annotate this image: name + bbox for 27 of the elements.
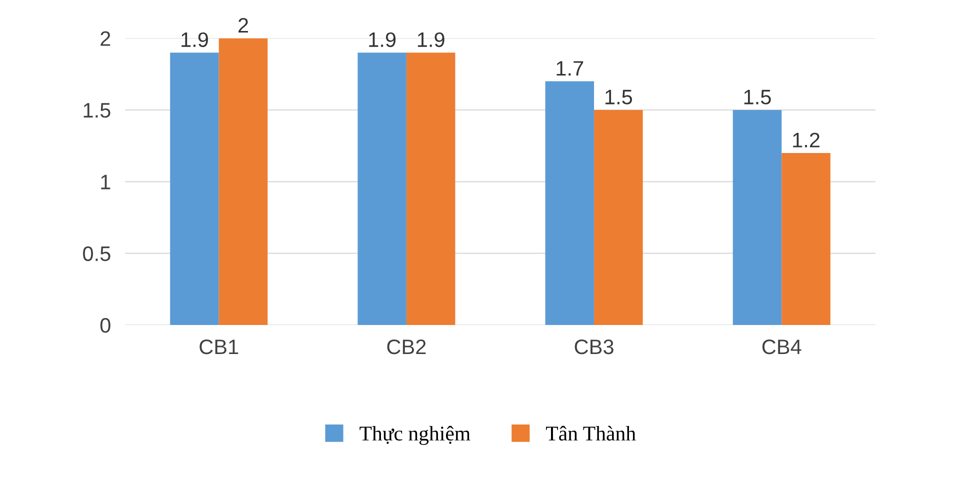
y-tick-label: 0 [100,318,110,333]
bar [358,52,406,326]
data-label: 1.9 [369,32,396,48]
data-label: 1.7 [556,61,584,76]
data-label: 2 [238,18,248,33]
bar [406,52,456,326]
data-label: 1.9 [182,32,208,48]
data-label: 1.9 [418,32,444,48]
data-label: 1.2 [793,132,820,148]
y-tick-label: 1 [101,174,110,190]
x-tick-label: CB3 [574,339,614,354]
bar [594,110,643,326]
data-label: 1.5 [606,90,632,104]
bar [732,110,782,326]
y-tick-label: 0.5 [83,246,110,262]
bar [170,52,219,326]
y-tick-label: 2 [100,31,110,46]
x-tick-label: CB1 [200,339,238,354]
x-tick-label: CB4 [762,339,802,354]
bar [545,81,594,326]
bar [218,38,268,326]
x-tick-label: CB2 [387,339,426,354]
data-label: 1.5 [744,90,771,104]
bar [782,152,830,326]
y-tick-label: 1.5 [84,103,110,118]
legend-label: Tân Thành [546,426,636,441]
legend-label: Thực nghiệm [360,426,470,445]
